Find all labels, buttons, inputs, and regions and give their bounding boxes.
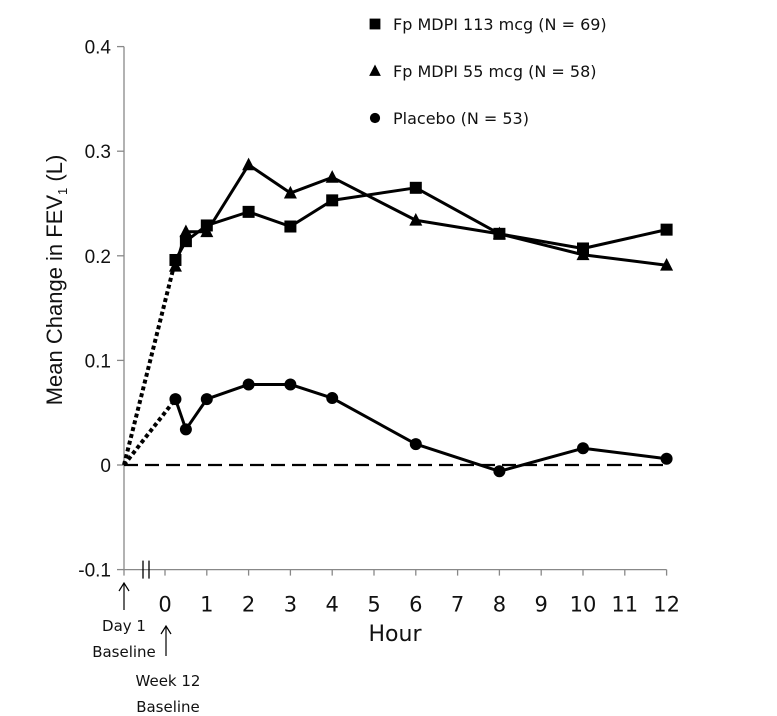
y-axis-label: Mean Change in FEV1 (L) bbox=[42, 155, 70, 406]
week12-baseline-arrow-icon bbox=[160, 624, 172, 656]
data-point-square bbox=[284, 220, 297, 233]
x-tick-label: 6 bbox=[409, 593, 422, 617]
y-tick-label: 0.1 bbox=[85, 351, 111, 372]
day1-baseline-label-line2: Baseline bbox=[92, 643, 156, 661]
week12-baseline-label-line2: Baseline bbox=[136, 698, 200, 716]
data-point-square bbox=[326, 194, 339, 207]
arrow-head bbox=[118, 581, 130, 592]
data-point-square bbox=[660, 223, 673, 236]
series-circle bbox=[169, 378, 673, 478]
x-axis-label: Hour bbox=[369, 622, 423, 647]
dotted-connector bbox=[122, 397, 178, 467]
x-tick-label: 2 bbox=[242, 593, 255, 617]
baseline-connectors bbox=[122, 259, 178, 467]
data-point-triangle bbox=[242, 157, 256, 171]
data-point-square bbox=[242, 205, 255, 218]
data-point-triangle bbox=[409, 213, 423, 226]
x-tick-label: 8 bbox=[493, 593, 506, 617]
data-point-triangle bbox=[325, 170, 339, 183]
data-point-triangle bbox=[492, 226, 506, 240]
data-point-circle bbox=[284, 378, 297, 391]
legend-triangle-icon bbox=[369, 64, 381, 76]
x-tick-label: 4 bbox=[326, 593, 339, 617]
legend-circle-icon bbox=[369, 112, 381, 124]
x-tick-label: 5 bbox=[367, 593, 380, 617]
axis-labels: Mean Change in FEV1 (L) Hour Day 1 Basel… bbox=[42, 155, 422, 716]
legend-label: Placebo (N = 53) bbox=[393, 109, 529, 128]
week12-baseline-label-line1: Week 12 bbox=[136, 672, 201, 690]
x-tick-label: 1 bbox=[200, 593, 213, 617]
series-line bbox=[174, 382, 667, 473]
day1-baseline-arrow-icon bbox=[118, 581, 130, 610]
y-tick-label: 0.3 bbox=[85, 142, 111, 163]
y-axis-label-suffix: (L) bbox=[42, 155, 67, 188]
data-point-circle bbox=[577, 442, 589, 455]
x-tick-label: 10 bbox=[570, 593, 597, 617]
data-point-square bbox=[409, 181, 422, 194]
data-point-circle bbox=[242, 378, 255, 391]
dotted-connector bbox=[122, 259, 178, 466]
legend-square-icon bbox=[369, 18, 381, 30]
data-point-circle bbox=[409, 438, 422, 451]
data-point-triangle bbox=[168, 259, 182, 272]
y-axis-label-main: Mean Change in FEV bbox=[42, 195, 67, 406]
data-point-triangle bbox=[283, 185, 297, 199]
x-tick-label: 7 bbox=[451, 593, 464, 617]
y-tick-label: 0 bbox=[100, 456, 111, 477]
y-tick-label: -0.1 bbox=[78, 561, 111, 582]
day1-baseline-label-line1: Day 1 bbox=[102, 617, 146, 635]
x-tick-label: 12 bbox=[653, 593, 680, 617]
x-tick-label: 0 bbox=[158, 593, 171, 617]
data-point-triangle bbox=[660, 258, 674, 271]
legend-item: Placebo (N = 53) bbox=[369, 109, 529, 128]
axes: -0.100.10.20.30.40 1 2 3 4 5 6 7 8 9 10 11 12 bbox=[78, 38, 680, 656]
data-point-circle bbox=[326, 392, 339, 405]
series-line bbox=[174, 163, 667, 267]
x-tick-label: 11 bbox=[611, 593, 638, 617]
data-point-circle bbox=[179, 423, 192, 436]
series-triangle bbox=[168, 157, 674, 272]
data-point-circle bbox=[660, 452, 673, 465]
series-line bbox=[174, 186, 667, 261]
legend-label: Fp MDPI 55 mcg (N = 58) bbox=[393, 62, 596, 81]
y-tick-label: 0.4 bbox=[85, 38, 112, 59]
y-axis-label-subscript: 1 bbox=[55, 188, 70, 195]
data-point-triangle bbox=[576, 247, 590, 261]
data-point-triangle bbox=[179, 224, 193, 238]
legend-item: Fp MDPI 55 mcg (N = 58) bbox=[369, 62, 596, 81]
legend: Fp MDPI 113 mcg (N = 69) Fp MDPI 55 mcg (… bbox=[369, 15, 607, 128]
data-point-triangle bbox=[200, 224, 214, 238]
legend-item: Fp MDPI 113 mcg (N = 69) bbox=[369, 15, 607, 34]
x-tick-label: 9 bbox=[535, 593, 548, 617]
y-tick-label: 0.2 bbox=[85, 247, 111, 268]
x-tick-label: 3 bbox=[284, 593, 297, 617]
data-point-circle bbox=[493, 465, 506, 478]
legend-label: Fp MDPI 113 mcg (N = 69) bbox=[393, 15, 607, 34]
arrow-head bbox=[160, 624, 172, 635]
series-group bbox=[168, 157, 674, 478]
data-point-circle bbox=[200, 393, 213, 406]
data-point-circle bbox=[169, 393, 182, 406]
